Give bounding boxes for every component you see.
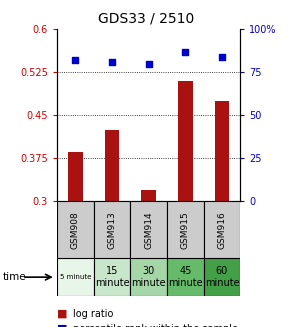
Bar [57, 201, 94, 258]
Bar [94, 258, 130, 296]
Bar [94, 201, 130, 258]
Bar [142, 190, 156, 201]
Text: time: time [3, 272, 27, 282]
Bar [178, 81, 193, 201]
Bar [68, 152, 83, 201]
Text: GSM913: GSM913 [108, 211, 117, 249]
Text: 30
minute: 30 minute [131, 266, 166, 288]
Bar [214, 101, 229, 201]
Text: 60
minute: 60 minute [205, 266, 239, 288]
Text: 15
minute: 15 minute [95, 266, 130, 288]
Text: 45
minute: 45 minute [168, 266, 203, 288]
Bar [167, 201, 204, 258]
Text: ■: ■ [57, 309, 68, 319]
Point [220, 54, 224, 60]
Point [146, 61, 151, 66]
Bar [105, 129, 120, 201]
Text: percentile rank within the sample: percentile rank within the sample [73, 324, 238, 327]
Text: GDS33 / 2510: GDS33 / 2510 [98, 11, 195, 26]
Bar [204, 258, 240, 296]
Point [110, 60, 114, 65]
Point [73, 58, 78, 63]
Text: log ratio: log ratio [73, 309, 114, 319]
Text: ■: ■ [57, 324, 68, 327]
Bar [130, 258, 167, 296]
Bar [167, 258, 204, 296]
Text: GSM916: GSM916 [217, 211, 226, 249]
Text: GSM915: GSM915 [181, 211, 190, 249]
Text: GSM914: GSM914 [144, 211, 153, 249]
Bar [57, 258, 94, 296]
Text: 5 minute: 5 minute [60, 274, 91, 280]
Bar [204, 201, 240, 258]
Bar [130, 201, 167, 258]
Point [183, 49, 188, 54]
Text: GSM908: GSM908 [71, 211, 80, 249]
